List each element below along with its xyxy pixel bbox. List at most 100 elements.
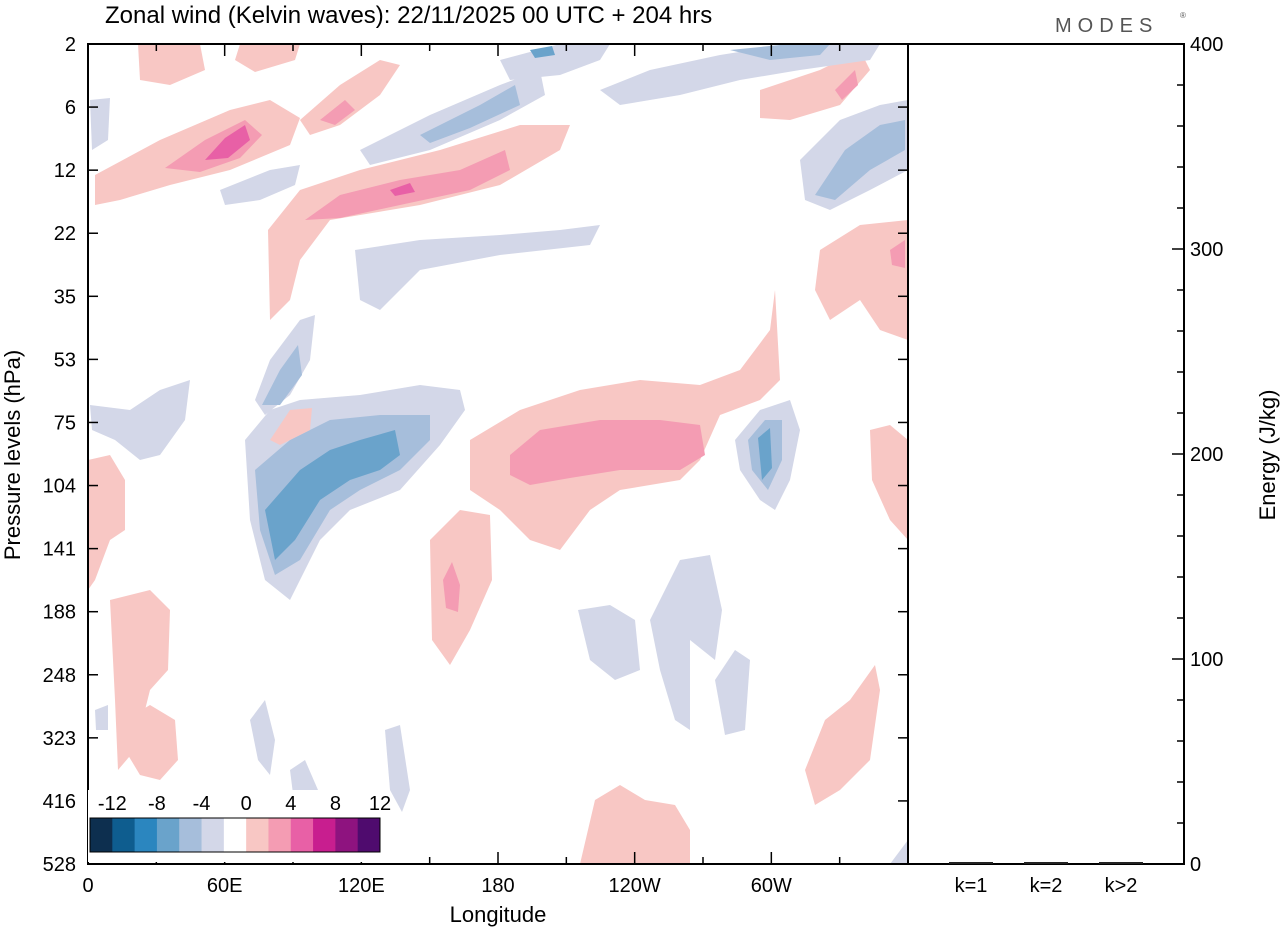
x-axis-longitude: 0 60E 120E 180 120W 60W: [82, 44, 909, 897]
contour-westerly-bottom: [580, 785, 690, 864]
contour-westerly-left-1: [88, 455, 125, 590]
y-tick-label: 22: [54, 223, 76, 245]
contour-westerly-mid-b: [443, 562, 460, 612]
contour-easterly-1: [360, 70, 545, 165]
y-tick-label: 75: [54, 412, 76, 434]
colorbar-label: 4: [285, 793, 296, 815]
colorbar-swatch: [90, 818, 113, 852]
colorbar-swatch: [223, 818, 247, 852]
contour-westerly-2c: [390, 183, 415, 196]
colorbar-label: 8: [330, 793, 341, 815]
colorbar-frame: [89, 817, 381, 853]
colorbar-swatch: [357, 818, 381, 852]
energy-plot-frame: [907, 43, 1185, 865]
colorbar-label: 12: [369, 793, 391, 815]
y-tick-label: 2: [65, 34, 76, 56]
contour-easterly-left: [90, 380, 190, 460]
chart-title: Zonal wind (Kelvin waves): 22/11/2025 00…: [105, 2, 712, 29]
y-tick-label: 248: [43, 665, 76, 687]
contour-easterly-5: [355, 225, 600, 310]
energy-category-label: k=2: [1030, 875, 1063, 897]
contour-easterly-60w-c: [758, 428, 772, 480]
contour-easterly-3: [600, 44, 880, 105]
y-tick-label: 12: [54, 160, 76, 182]
x-tick-label: 120W: [609, 875, 661, 897]
contour-easterly-lower-4: [250, 700, 275, 775]
contour-easterly-lower-7: [95, 705, 108, 730]
colorbar-swatch: [268, 818, 292, 852]
modes-logo: MODES: [1055, 15, 1158, 37]
x-tick-label: 0: [82, 875, 93, 897]
energy-tick-label: 100: [1190, 649, 1223, 671]
contour-westerly-6: [815, 220, 908, 340]
y-tick-label: 188: [43, 602, 76, 624]
colorbar-label: -12: [98, 793, 127, 815]
energy-bar: [1024, 862, 1068, 864]
contour-westerly-5b: [835, 70, 858, 100]
energy-bars: k=1 k=2 k>2: [949, 862, 1143, 897]
colorbar-label: -8: [148, 793, 166, 815]
contour-westerly-tropo-upper: [270, 408, 312, 445]
contour-westerly-right-1: [870, 425, 908, 540]
contour-westerly-left-3: [125, 705, 178, 780]
colorbar-label: 0: [241, 793, 252, 815]
x-tick-label: 60W: [751, 875, 792, 897]
contour-westerly-4: [235, 44, 300, 72]
y-tick-label: 416: [43, 791, 76, 813]
contour-easterly-corner: [890, 840, 908, 864]
contour-easterly-7: [90, 98, 110, 150]
contour-westerly-right-2: [805, 665, 880, 805]
x-tick-label: 120E: [338, 875, 385, 897]
y-axis-energy: 0 100 200 300 400: [1172, 34, 1223, 876]
contour-westerly-5: [760, 50, 870, 120]
y-tick-label: 35: [54, 286, 76, 308]
energy-tick-label: 0: [1190, 854, 1201, 876]
contour-easterly-lower-1: [578, 605, 640, 680]
contour-easterly-lower-3: [715, 650, 750, 735]
energy-category-label: k=1: [955, 875, 988, 897]
contour-westerly-3b: [320, 100, 355, 125]
contour-westerly-2: [268, 125, 570, 320]
contour-westerly-upper-left-core: [205, 125, 250, 160]
y-tick-label: 104: [43, 476, 76, 498]
contour-easterly-tropo-c: [265, 430, 400, 560]
y-tick-label: 141: [43, 539, 76, 561]
colorbar-swatch: [290, 818, 314, 852]
contour-easterly-6: [220, 165, 300, 205]
contour-easterly-3b: [730, 44, 830, 60]
contour-easterly-lower-2: [650, 555, 722, 730]
energy-tick-label: 300: [1190, 239, 1223, 261]
y-axis-label: Pressure levels (hPa): [0, 350, 25, 560]
y-tick-label: 6: [65, 97, 76, 119]
contour-easterly-lower-6: [385, 725, 410, 812]
x-tick-label: 180: [481, 875, 514, 897]
contour-westerly-tropo-b: [510, 420, 705, 485]
colorbar-swatch: [156, 818, 180, 852]
energy-tick-label: 400: [1190, 34, 1223, 56]
contour-easterly-2b: [530, 46, 555, 58]
x-tick-label: 60E: [207, 875, 243, 897]
colorbar-swatch: [112, 818, 136, 852]
contour-easterly-4b: [815, 120, 905, 200]
contour-westerly-6b: [890, 240, 905, 268]
colorbar-swatch: [179, 818, 203, 852]
energy-tick-label: 200: [1190, 444, 1223, 466]
x-axis-label: Longitude: [450, 902, 547, 927]
energy-bar: [949, 862, 993, 864]
energy-category-label: k>2: [1105, 875, 1138, 897]
contour-westerly-3: [300, 60, 400, 135]
y-axis-pressure: 2 6 12 22 35 53 75 104 141 188 248 323 416 528: [43, 34, 908, 876]
y-tick-label: 528: [43, 854, 76, 876]
colorbar-swatch: [246, 818, 269, 852]
colorbar-swatch: [201, 818, 225, 852]
contour-westerly-mid: [430, 510, 492, 665]
logo-mark: ®: [1180, 11, 1186, 20]
contour-easterly-2: [500, 44, 610, 80]
contour-easterly-1b: [420, 85, 520, 143]
colorbar-swatch: [134, 818, 158, 852]
energy-bar: [1099, 862, 1143, 864]
colorbar: -12 -8 -4 0 4 8 12: [88, 790, 391, 862]
y-tick-label: 53: [54, 349, 76, 371]
y-tick-label: 323: [43, 728, 76, 750]
